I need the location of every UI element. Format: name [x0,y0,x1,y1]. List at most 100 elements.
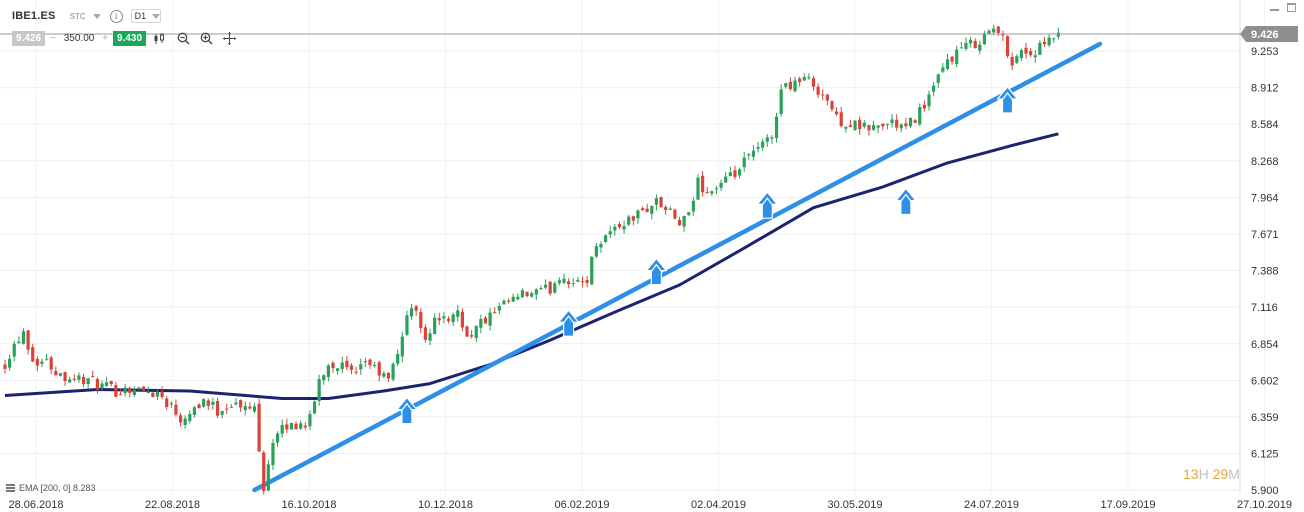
candle [40,358,44,368]
symbol-dropdown-icon[interactable] [92,13,101,19]
candle [391,362,395,382]
candle [322,374,326,385]
candle [719,179,723,192]
candle [1001,30,1005,41]
candle [964,37,968,51]
candle [497,302,501,315]
candle [973,38,977,49]
candle [908,117,913,128]
timeframe-value: D1 [134,11,147,21]
candle [128,386,132,398]
x-tick-label: 10.12.2018 [418,499,473,511]
candle [178,412,183,427]
zoom-out-icon[interactable] [174,31,192,46]
candle [483,315,488,324]
candle [677,216,682,226]
candle [848,119,853,128]
candle-countdown: 13H 29M [1183,466,1240,482]
candle [72,374,76,382]
candle [617,221,622,230]
candle [654,194,659,211]
chevron-down-icon [152,13,161,19]
sell-price-button[interactable]: 9.426 [12,31,46,46]
candle [197,403,201,409]
candle [576,276,580,283]
candle [225,403,229,415]
candle [1047,34,1051,48]
candle [312,400,317,415]
candle [345,355,349,371]
candle [959,41,963,49]
zoom-in-icon[interactable] [197,31,215,46]
candle [1019,48,1023,62]
maximize-icon[interactable] [1287,3,1296,12]
candle [81,373,86,388]
candle [386,372,391,382]
trendline-layer[interactable] [252,41,1103,493]
candle [21,328,26,345]
candle [835,107,839,116]
buy-price-button[interactable]: 9.430 [113,31,147,46]
candle [978,40,982,55]
x-tick-label: 27.10.2019 [1237,499,1292,511]
candle [368,358,372,369]
up-arrow-icon [557,309,580,337]
increase-quantity-button[interactable]: + [102,33,108,44]
candle [668,206,672,211]
candle [456,304,460,322]
candle [155,388,160,400]
info-icon[interactable]: i [109,9,123,23]
candle [206,398,210,411]
candle [1042,37,1047,47]
candle [682,215,686,232]
candle [3,359,7,374]
candle [811,75,816,91]
candle [488,308,492,331]
chart-type-icon[interactable] [151,31,169,46]
minimize-icon[interactable] [1270,3,1279,12]
symbol-name[interactable]: IBE1.ES [12,10,56,22]
crosshair-icon[interactable] [220,31,238,46]
candle [105,376,109,388]
y-tick-label: 8.584 [1251,119,1279,131]
candle [830,100,834,112]
candle [1010,52,1014,71]
candle [271,439,275,470]
candle [821,89,825,101]
candle [936,73,940,88]
indicator-list-icon [6,484,15,492]
candle [548,280,552,296]
candle [585,276,589,288]
quantity-input[interactable] [61,33,98,44]
decrease-quantity-button[interactable]: − [50,33,56,44]
candle [506,298,511,304]
candle [968,36,973,48]
trade-row: 9.426 − + 9.430 [12,31,238,46]
candle [728,166,732,177]
candle [793,76,797,93]
candle [433,313,437,335]
candle [816,83,820,98]
candle [479,314,483,334]
candle [613,223,617,236]
candle [982,30,987,46]
y-tick-label: 6.359 [1251,412,1279,424]
candle [774,112,779,143]
candle [751,145,756,161]
candle [257,398,261,453]
candle [867,124,871,136]
support-trendline[interactable] [252,41,1103,493]
candle [91,370,95,378]
y-tick-label: 7.964 [1251,192,1279,204]
candle [303,422,307,430]
chart-toolbar: IBE1.ES STC i D1 9.426 − + 9.430 [0,0,260,50]
candle [266,460,270,492]
candle [950,56,954,65]
candle [377,360,381,382]
indicator-legend[interactable]: EMA [200, 0] 8.283 [6,483,96,493]
timeframe-select[interactable]: D1 [130,9,161,23]
candle [68,376,72,383]
x-tick-label: 17.09.2019 [1100,499,1155,511]
candle [169,401,173,408]
